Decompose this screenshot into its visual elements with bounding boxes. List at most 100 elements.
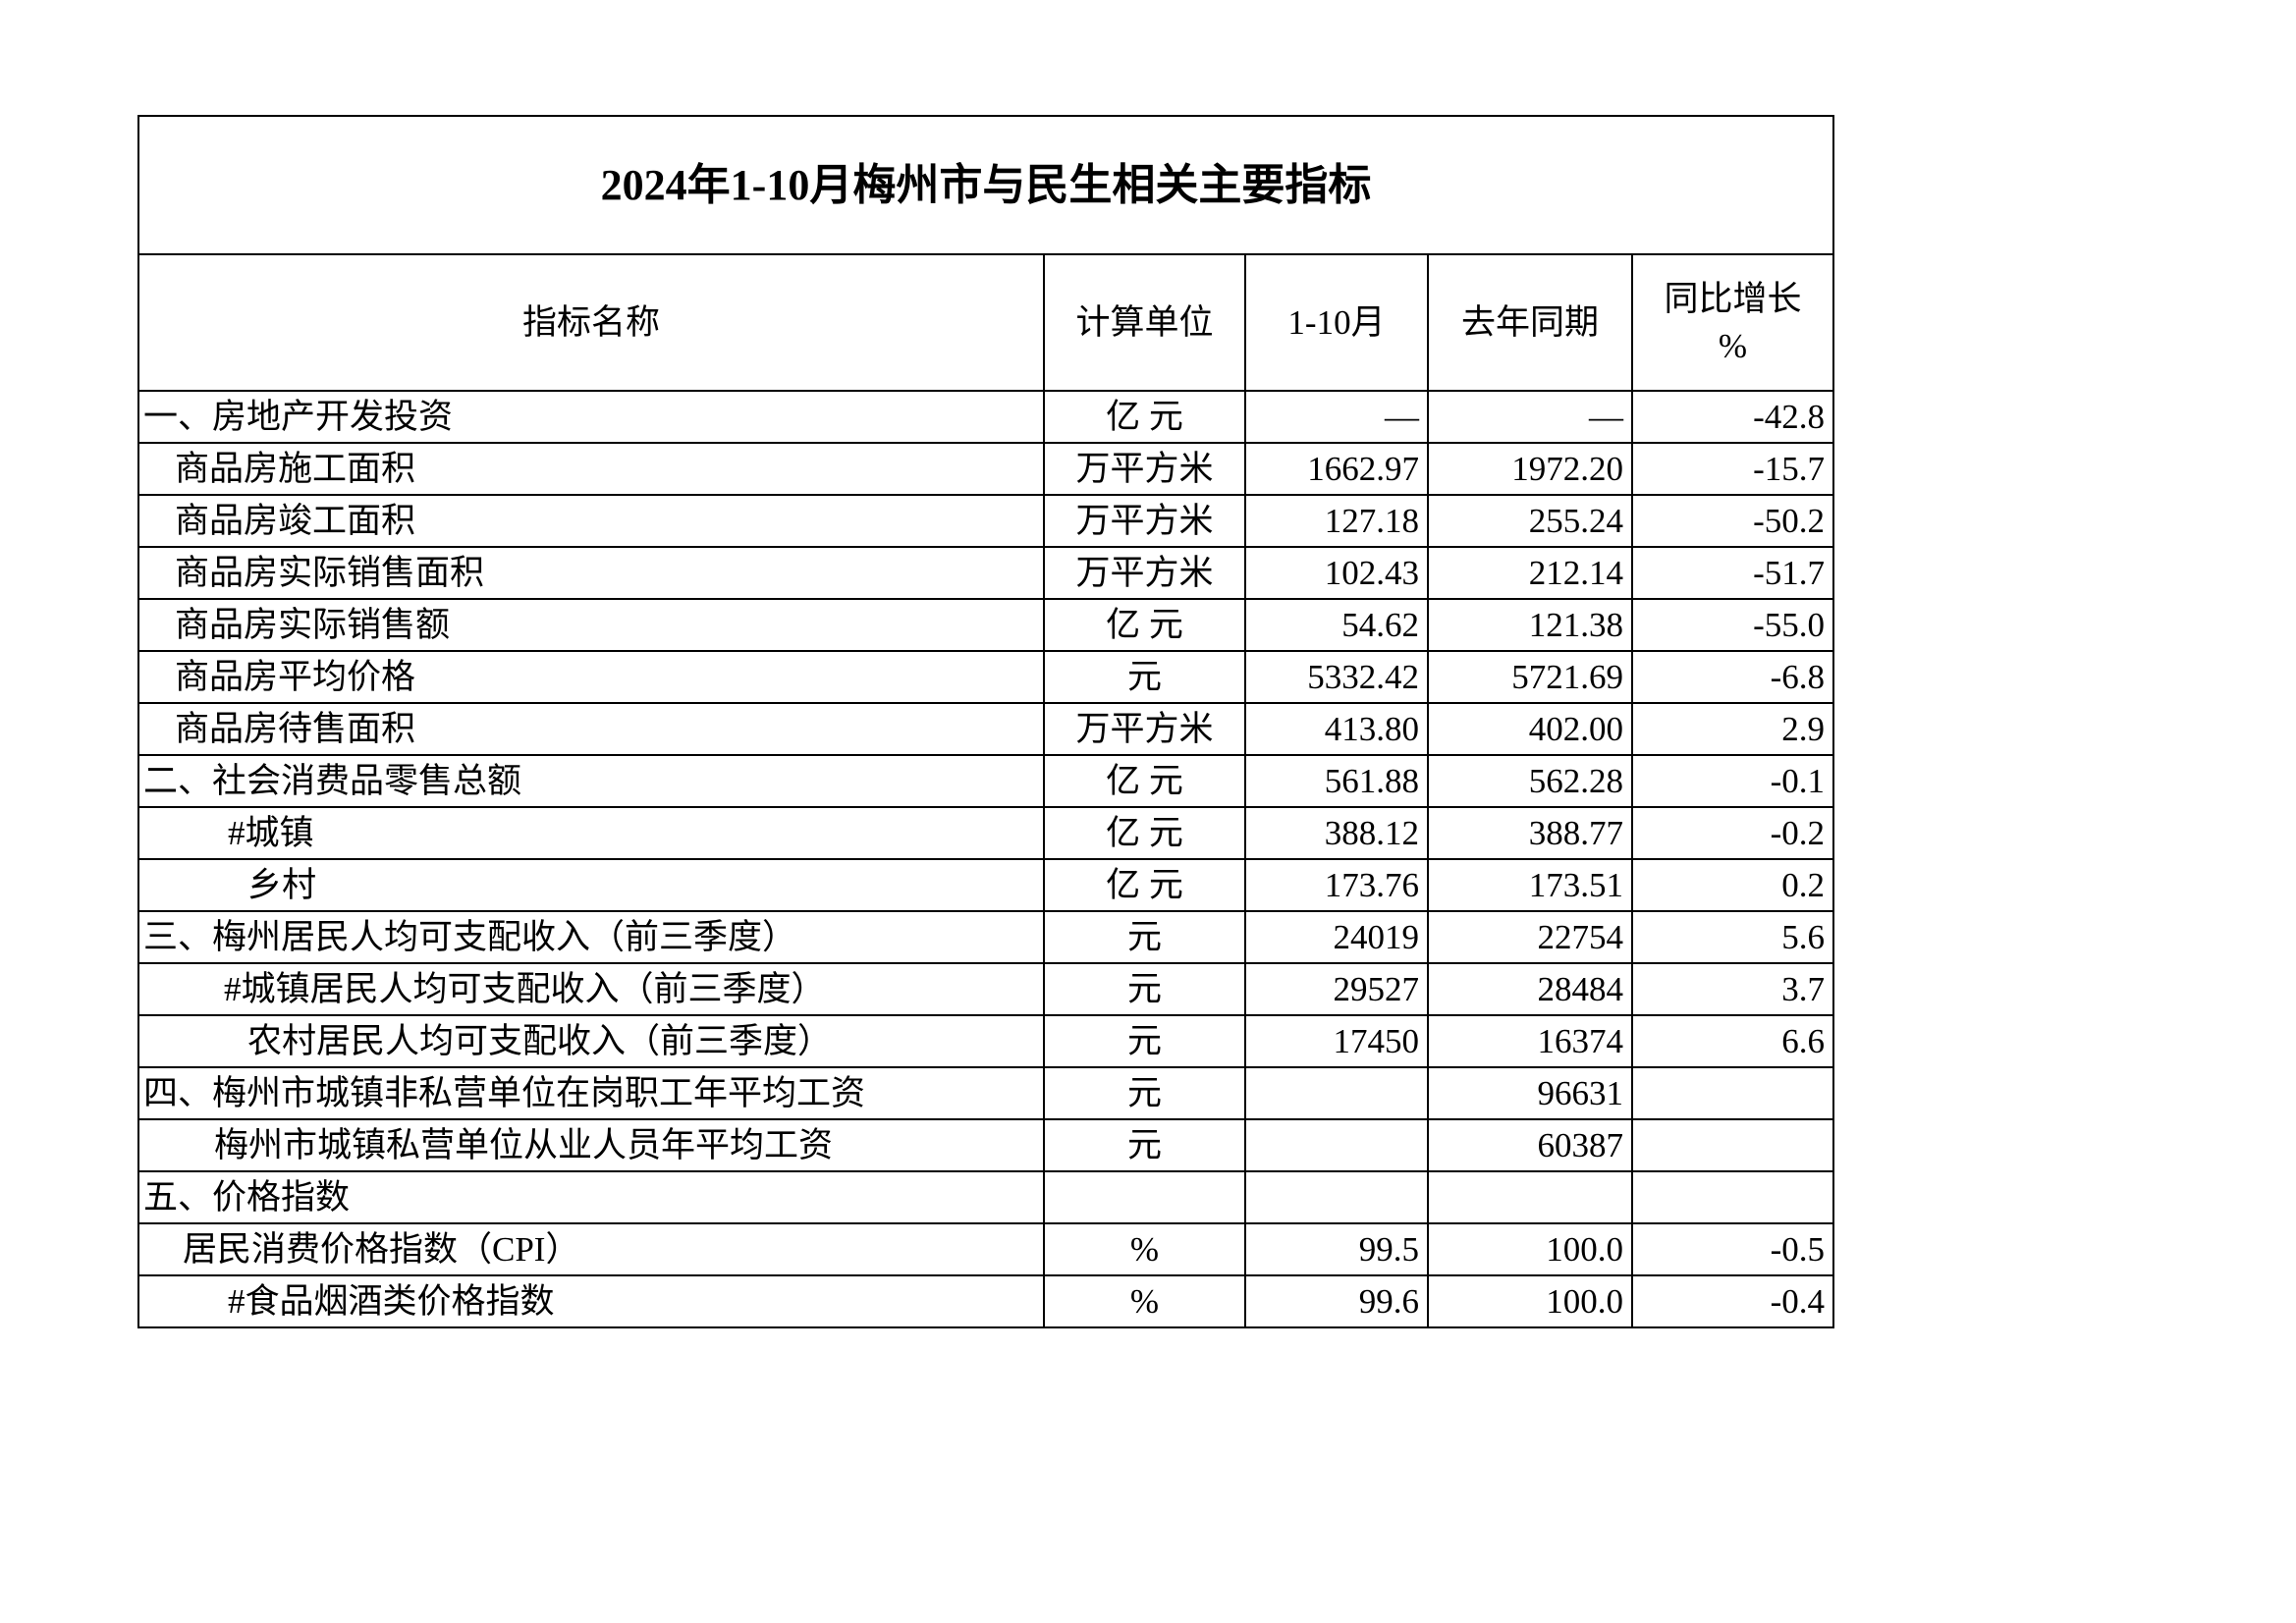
indicator-table: 2024年1-10月梅州市与民生相关主要指标 指标名称 计算单位 1-10月 去… xyxy=(137,115,1834,1328)
current-value: 29527 xyxy=(1244,962,1429,1016)
current-value: 102.43 xyxy=(1244,546,1429,600)
unit-cell: 万平方米 xyxy=(1043,702,1246,756)
current-value: 17450 xyxy=(1244,1014,1429,1068)
growth-value: -0.4 xyxy=(1631,1274,1834,1328)
unit-cell: 元 xyxy=(1043,910,1246,964)
current-value: 1662.97 xyxy=(1244,442,1429,496)
unit-cell: 亿 元 xyxy=(1043,858,1246,912)
last-year-value: 28484 xyxy=(1427,962,1633,1016)
header-name: 指标名称 xyxy=(137,253,1045,392)
header-unit: 计算单位 xyxy=(1043,253,1246,392)
indicator-name: 一、房地产开发投资 xyxy=(137,390,1045,444)
current-value: 24019 xyxy=(1244,910,1429,964)
header-growth-line2: % xyxy=(1718,326,1748,365)
table-row: 商品房施工面积 万平方米 1662.97 1972.20 -15.7 xyxy=(137,442,1834,496)
growth-value xyxy=(1631,1170,1834,1224)
table-row: 商品房实际销售额亿 元 54.62 121.38 -55.0 xyxy=(137,598,1834,652)
current-value xyxy=(1244,1118,1429,1172)
title-row: 2024年1-10月梅州市与民生相关主要指标 xyxy=(137,115,1834,255)
last-year-value: 5721.69 xyxy=(1427,650,1633,704)
last-year-value: 100.0 xyxy=(1427,1274,1633,1328)
table-row: 商品房实际销售面积 万平方米 102.43 212.14 -51.7 xyxy=(137,546,1834,600)
growth-value: -0.5 xyxy=(1631,1222,1834,1276)
indicator-name: #城镇居民人均可支配收入（前三季度） xyxy=(137,962,1045,1016)
indicator-name: 商品房竣工面积 xyxy=(137,494,1045,548)
last-year-value: 212.14 xyxy=(1427,546,1633,600)
last-year-value: 562.28 xyxy=(1427,754,1633,808)
current-value: 127.18 xyxy=(1244,494,1429,548)
current-value: 173.76 xyxy=(1244,858,1429,912)
indicator-name: 商品房施工面积 xyxy=(137,442,1045,496)
last-year-value xyxy=(1427,1170,1633,1224)
unit-cell xyxy=(1043,1170,1246,1224)
unit-cell: 亿 元 xyxy=(1043,390,1246,444)
indicator-name: 梅州市城镇私营单位从业人员年平均工资 xyxy=(137,1118,1045,1172)
indicator-name: 四、梅州市城镇非私营单位在岗职工年平均工资 xyxy=(137,1066,1045,1120)
growth-value: -50.2 xyxy=(1631,494,1834,548)
table-row: 二、社会消费品零售总额亿 元 561.88 562.28 -0.1 xyxy=(137,754,1834,808)
last-year-value: 96631 xyxy=(1427,1066,1633,1120)
last-year-value: 121.38 xyxy=(1427,598,1633,652)
current-value: 561.88 xyxy=(1244,754,1429,808)
indicator-name: 乡村 xyxy=(137,858,1045,912)
unit-cell: 万平方米 xyxy=(1043,494,1246,548)
growth-value xyxy=(1631,1118,1834,1172)
unit-cell: 元 xyxy=(1043,1066,1246,1120)
last-year-value: 22754 xyxy=(1427,910,1633,964)
current-value: 388.12 xyxy=(1244,806,1429,860)
header-growth-line1: 同比增长 xyxy=(1664,279,1802,318)
growth-value: 0.2 xyxy=(1631,858,1834,912)
growth-value: -0.1 xyxy=(1631,754,1834,808)
current-value xyxy=(1244,1066,1429,1120)
table-row: #食品烟酒类价格指数% 99.6 100.0 -0.4 xyxy=(137,1274,1834,1328)
header-last-year: 去年同期 xyxy=(1427,253,1633,392)
growth-value: 6.6 xyxy=(1631,1014,1834,1068)
growth-value: -0.2 xyxy=(1631,806,1834,860)
last-year-value: 402.00 xyxy=(1427,702,1633,756)
growth-value: 2.9 xyxy=(1631,702,1834,756)
header-growth: 同比增长% xyxy=(1631,253,1834,392)
indicator-name: 商品房实际销售额 xyxy=(137,598,1045,652)
current-value: — xyxy=(1244,390,1429,444)
growth-value: -51.7 xyxy=(1631,546,1834,600)
table-row: #城镇亿 元 388.12 388.77 -0.2 xyxy=(137,806,1834,860)
last-year-value: 388.77 xyxy=(1427,806,1633,860)
table-row: 三、梅州居民人均可支配收入（前三季度）元 24019 22754 5.6 xyxy=(137,910,1834,964)
growth-value: -6.8 xyxy=(1631,650,1834,704)
unit-cell: % xyxy=(1043,1222,1246,1276)
growth-value: -15.7 xyxy=(1631,442,1834,496)
unit-cell: % xyxy=(1043,1274,1246,1328)
last-year-value: — xyxy=(1427,390,1633,444)
header-row: 指标名称 计算单位 1-10月 去年同期 同比增长% xyxy=(137,253,1834,392)
current-value: 5332.42 xyxy=(1244,650,1429,704)
growth-value: -55.0 xyxy=(1631,598,1834,652)
indicator-name: 商品房平均价格 xyxy=(137,650,1045,704)
growth-value: 3.7 xyxy=(1631,962,1834,1016)
table-row: 农村居民人均可支配收入（前三季度）元 17450 16374 6.6 xyxy=(137,1014,1834,1068)
table-row: 五、价格指数 xyxy=(137,1170,1834,1224)
growth-value: 5.6 xyxy=(1631,910,1834,964)
growth-value: -42.8 xyxy=(1631,390,1834,444)
current-value: 54.62 xyxy=(1244,598,1429,652)
unit-cell: 元 xyxy=(1043,1014,1246,1068)
indicator-name: #城镇 xyxy=(137,806,1045,860)
indicator-name: 农村居民人均可支配收入（前三季度） xyxy=(137,1014,1045,1068)
unit-cell: 亿 元 xyxy=(1043,598,1246,652)
table-row: 梅州市城镇私营单位从业人员年平均工资元 60387 xyxy=(137,1118,1834,1172)
unit-cell: 万平方米 xyxy=(1043,442,1246,496)
table-row: 乡村亿 元 173.76 173.51 0.2 xyxy=(137,858,1834,912)
table-row: 居民消费价格指数（CPI）% 99.5 100.0 -0.5 xyxy=(137,1222,1834,1276)
last-year-value: 1972.20 xyxy=(1427,442,1633,496)
last-year-value: 255.24 xyxy=(1427,494,1633,548)
growth-value xyxy=(1631,1066,1834,1120)
table-row: 一、房地产开发投资亿 元 — — -42.8 xyxy=(137,390,1834,444)
current-value xyxy=(1244,1170,1429,1224)
table-row: 商品房平均价格元 5332.42 5721.69 -6.8 xyxy=(137,650,1834,704)
unit-cell: 亿 元 xyxy=(1043,806,1246,860)
unit-cell: 万平方米 xyxy=(1043,546,1246,600)
last-year-value: 100.0 xyxy=(1427,1222,1633,1276)
unit-cell: 亿 元 xyxy=(1043,754,1246,808)
indicator-name: 三、梅州居民人均可支配收入（前三季度） xyxy=(137,910,1045,964)
unit-cell: 元 xyxy=(1043,962,1246,1016)
unit-cell: 元 xyxy=(1043,650,1246,704)
